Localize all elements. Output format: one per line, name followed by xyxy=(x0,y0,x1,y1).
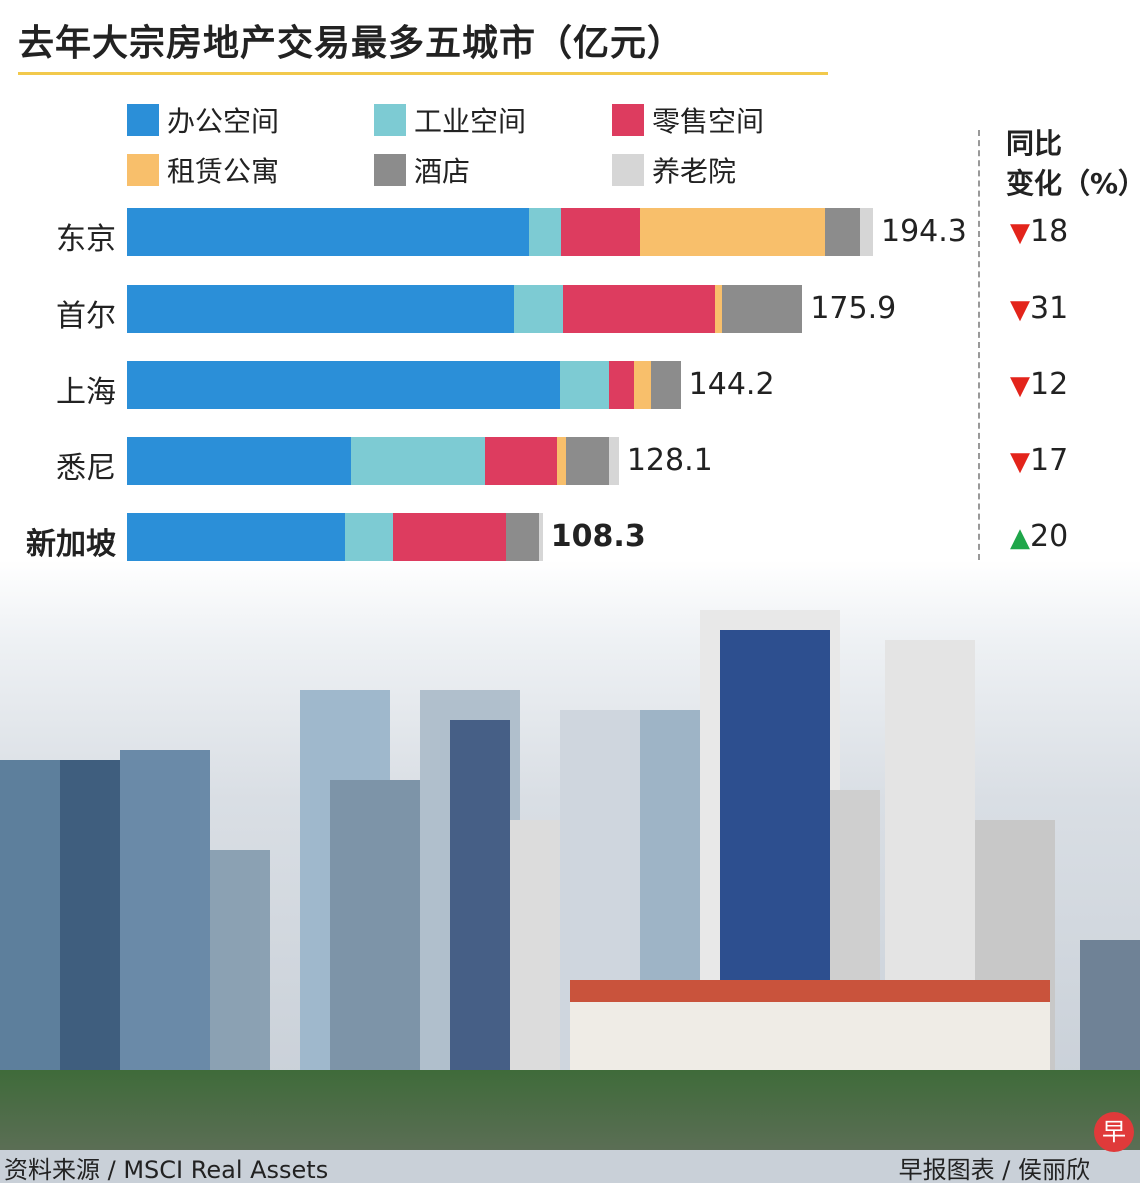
chart-title: 去年大宗房地产交易最多五城市（亿元） xyxy=(18,23,685,64)
bar-segment xyxy=(650,361,681,409)
bar-segment xyxy=(514,285,564,333)
yoy-value: 18 xyxy=(1030,214,1069,249)
bar-segment xyxy=(859,208,873,256)
yoy-header-line2: 变化（%） xyxy=(1006,167,1140,200)
legend-label: 办公空间 xyxy=(167,105,280,138)
yoy-value: 31 xyxy=(1030,291,1069,326)
city-label: 东京 xyxy=(56,222,116,257)
bar-segment xyxy=(559,361,609,409)
singapore-skyline-photo xyxy=(0,600,1140,1150)
bar-segment xyxy=(127,285,514,333)
down-triangle-icon: ▼ xyxy=(1010,218,1030,248)
bar-segment xyxy=(560,208,640,256)
legend-label: 养老院 xyxy=(652,155,737,188)
legend-item: 酒店 xyxy=(374,150,470,190)
divider xyxy=(978,130,980,560)
yoy-change: ▼12 xyxy=(1010,367,1068,402)
down-triangle-icon: ▼ xyxy=(1010,371,1030,401)
legend-swatch xyxy=(127,154,159,186)
legend-item: 办公空间 xyxy=(127,100,279,140)
yoy-value: 17 xyxy=(1030,443,1069,478)
city-label: 上海 xyxy=(56,375,116,410)
bar-segment xyxy=(505,513,539,561)
credit: 早报图表 / 侯丽欣 xyxy=(898,1156,1090,1183)
bar-segment xyxy=(565,437,609,485)
down-triangle-icon: ▼ xyxy=(1010,447,1030,477)
total-label: 128.1 xyxy=(626,443,713,478)
bar-segment xyxy=(608,437,619,485)
bar-segment xyxy=(639,208,825,256)
yoy-change: ▼31 xyxy=(1010,291,1068,326)
bar-segment xyxy=(484,437,557,485)
bar-segment xyxy=(528,208,561,256)
legend-label: 酒店 xyxy=(414,155,471,188)
total-label: 108.3 xyxy=(550,519,646,554)
down-triangle-icon: ▼ xyxy=(1010,295,1030,325)
legend-swatch xyxy=(127,104,159,136)
bar-segment xyxy=(127,208,529,256)
yoy-value: 12 xyxy=(1030,367,1069,402)
bar-segment xyxy=(715,285,723,333)
title-underline xyxy=(18,72,828,75)
bar-segment xyxy=(538,513,543,561)
bar-segment xyxy=(722,285,803,333)
bar-segment xyxy=(345,513,394,561)
bar-segment xyxy=(563,285,716,333)
bar-segment xyxy=(825,208,860,256)
yoy-header: 同比 变化（%） xyxy=(1006,124,1140,204)
city-label: 悉尼 xyxy=(56,451,116,486)
yoy-header-line1: 同比 xyxy=(1006,127,1063,160)
legend-label: 工业空间 xyxy=(414,105,527,138)
trees xyxy=(0,1070,1140,1150)
yoy-value: 20 xyxy=(1030,519,1069,554)
roof xyxy=(570,980,1050,1002)
source-note: 资料来源 / MSCI Real Assets xyxy=(4,1156,329,1183)
legend-swatch xyxy=(374,154,406,186)
bar-segment xyxy=(127,361,560,409)
city-label: 首尔 xyxy=(56,299,116,334)
bar-segment xyxy=(127,437,351,485)
bar-segment xyxy=(350,437,485,485)
yoy-change: ▲20 xyxy=(1010,519,1068,554)
legend-label: 零售空间 xyxy=(652,105,765,138)
legend-item: 租赁公寓 xyxy=(127,150,279,190)
zaobao-logo: 早 xyxy=(1094,1112,1134,1152)
city-label: 新加坡 xyxy=(26,527,116,562)
bar-segment xyxy=(608,361,634,409)
legend-item: 养老院 xyxy=(612,150,736,190)
total-label: 144.2 xyxy=(688,367,775,402)
yoy-change: ▼17 xyxy=(1010,443,1068,478)
legend-label: 租赁公寓 xyxy=(167,155,280,188)
yoy-change: ▼18 xyxy=(1010,214,1068,249)
bar-segment xyxy=(127,513,346,561)
up-triangle-icon: ▲ xyxy=(1010,523,1030,553)
bar-segment xyxy=(393,513,506,561)
legend-swatch xyxy=(374,104,406,136)
legend-swatch xyxy=(612,104,644,136)
legend-item: 工业空间 xyxy=(374,100,526,140)
bar-segment xyxy=(557,437,566,485)
bar-segment xyxy=(633,361,651,409)
total-label: 194.3 xyxy=(881,214,967,249)
legend-swatch xyxy=(612,154,644,186)
total-label: 175.9 xyxy=(810,291,897,326)
legend-item: 零售空间 xyxy=(612,100,764,140)
